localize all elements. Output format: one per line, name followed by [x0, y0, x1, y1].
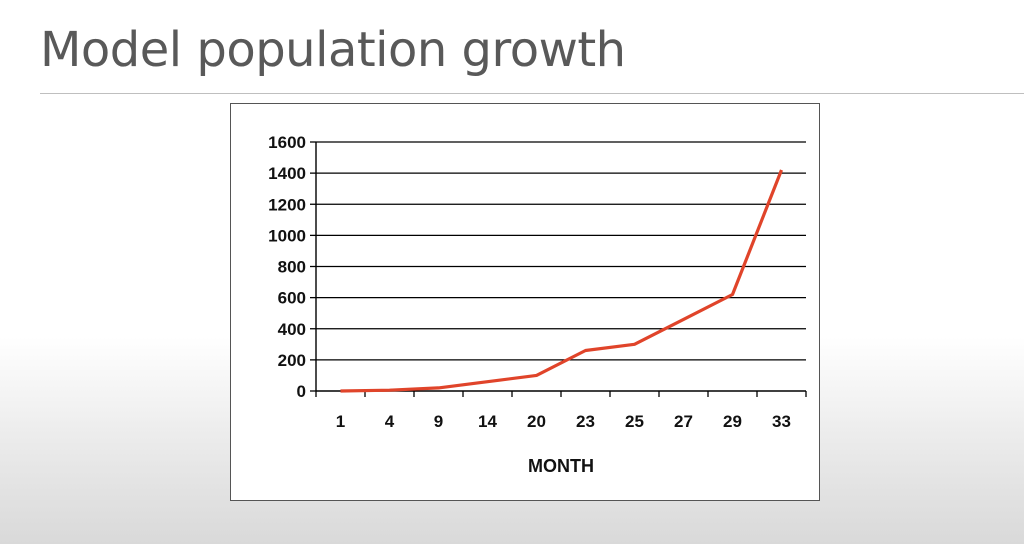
- x-tick-labels: 1 4 9 14 20 23 25 27 29 33: [336, 412, 791, 431]
- y-tick-labels: 0 200 400 600 800 1000 1200 1400 1600: [268, 133, 306, 401]
- y-tick-label: 1200: [268, 195, 306, 214]
- x-tick-label: 33: [772, 412, 791, 431]
- x-tick-label: 9: [434, 412, 443, 431]
- y-tick-label: 600: [278, 289, 306, 308]
- y-tick-label: 1400: [268, 164, 306, 183]
- y-tick-label: 1600: [268, 133, 306, 152]
- y-tick-label: 0: [297, 382, 306, 401]
- x-tick-label: 1: [336, 412, 345, 431]
- slide-title: Model population growth: [40, 22, 626, 78]
- x-axis-title: MONTH: [528, 456, 594, 476]
- y-tick-label: 1000: [268, 226, 306, 245]
- x-tick-label: 25: [625, 412, 644, 431]
- x-tick-label: 27: [674, 412, 693, 431]
- series-layer: [340, 169, 783, 393]
- series-line: [340, 169, 783, 393]
- x-tick-label: 23: [576, 412, 595, 431]
- x-tick-label: 20: [527, 412, 546, 431]
- title-divider: [40, 93, 1024, 94]
- y-tick-label: 400: [278, 320, 306, 339]
- axes: [310, 141, 807, 397]
- y-tick-label: 800: [278, 258, 306, 277]
- x-tick-label: 14: [478, 412, 497, 431]
- y-tick-label: 200: [278, 351, 306, 370]
- x-tick-label: 29: [723, 412, 742, 431]
- x-tick-label: 4: [385, 412, 395, 431]
- gridlines: [316, 141, 806, 361]
- chart-frame: 0 200 400 600 800 1000 1200 1400 1600 1 4 9 14 20 23 2…: [230, 103, 820, 501]
